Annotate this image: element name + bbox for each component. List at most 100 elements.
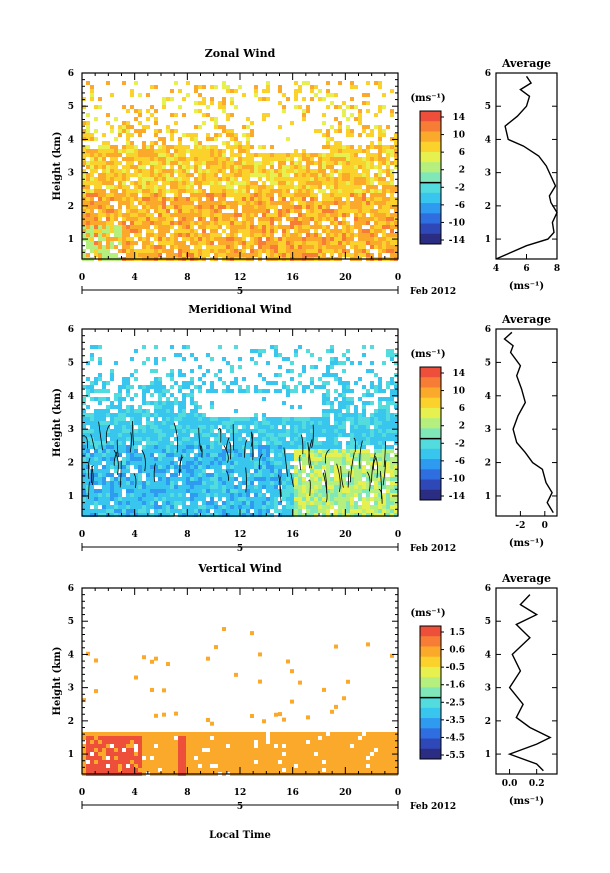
x-axis-label: Local Time: [209, 830, 271, 841]
colorbar-swatch: [420, 203, 441, 214]
date-marker: 5: [237, 544, 243, 554]
average-title: Average: [501, 313, 551, 326]
colorbar-tick-label: -3.5: [446, 716, 465, 726]
colorbar-swatch: [420, 131, 441, 143]
x-tick-label: 20: [339, 788, 352, 798]
average-profile-line: [503, 331, 554, 514]
colorbar-swatch: [420, 377, 441, 388]
average-y-tick-label: 1: [485, 235, 491, 245]
colorbar-swatch: [420, 697, 441, 709]
y-tick-label: 1: [68, 750, 74, 760]
x-tick-label: 16: [286, 788, 299, 798]
chart-title: Meridional Wind: [188, 303, 292, 316]
month-label: Feb 2012: [410, 287, 456, 297]
average-y-tick-label: 6: [485, 584, 491, 594]
average-y-tick-label: 4: [485, 135, 491, 145]
month-label: Feb 2012: [410, 802, 456, 812]
colorbar-swatch: [420, 459, 441, 470]
colorbar-swatch: [420, 407, 441, 419]
colorbar-swatch: [420, 677, 441, 688]
colorbar-swatch: [420, 418, 441, 429]
colorbar-swatch: [420, 428, 441, 440]
y-tick-label: 2: [68, 202, 74, 212]
x-tick-label: 4: [132, 530, 138, 540]
x-tick-label: 20: [339, 530, 352, 540]
colorbar-swatch: [420, 151, 441, 163]
colorbar-swatch: [420, 111, 441, 122]
colorbar-unit: (ms⁻¹): [410, 608, 445, 619]
x-tick-label: 4: [132, 788, 138, 798]
average-y-tick-label: 6: [485, 325, 491, 335]
x-tick-label: 16: [286, 530, 299, 540]
date-marker: 5: [237, 802, 243, 812]
colorbar-tick-label: -14: [449, 492, 465, 502]
colorbar-swatch: [420, 233, 441, 245]
colorbar-tick-label: -2: [455, 439, 465, 449]
colorbar-swatch: [420, 448, 441, 460]
colorbar-swatch: [420, 656, 441, 668]
x-tick-label: 16: [286, 273, 299, 283]
colorbar-tick-label: 10: [452, 131, 465, 141]
x-tick-label: 8: [184, 530, 190, 540]
y-tick-label: 5: [68, 617, 74, 627]
colorbar-swatch: [420, 636, 441, 647]
colorbar-swatch: [420, 182, 441, 194]
x-tick-label: 20: [339, 273, 352, 283]
colorbar-swatch: [420, 121, 441, 132]
colorbar-swatch: [420, 367, 441, 378]
y-tick-label: 1: [68, 492, 74, 502]
colorbar-swatch: [420, 489, 441, 501]
y-tick-label: 6: [68, 69, 74, 79]
colorbar-tick-label: -10: [449, 474, 465, 484]
average-y-tick-label: 4: [485, 650, 491, 660]
colorbar-swatch: [420, 748, 441, 760]
x-tick-label: 8: [184, 273, 190, 283]
colorbar-swatch: [420, 738, 441, 750]
average-x-tick-label: -2: [515, 521, 525, 531]
month-label: Feb 2012: [410, 544, 456, 554]
colorbar-tick-label: -10: [449, 218, 465, 228]
average-title: Average: [501, 57, 551, 70]
colorbar-tick-label: 2: [459, 166, 465, 176]
average-y-tick-label: 2: [485, 459, 491, 469]
average-profile-line: [495, 75, 558, 260]
average-y-tick-label: 2: [485, 717, 491, 727]
average-x-label: (ms⁻¹): [509, 796, 544, 807]
heatmap-cells: [82, 345, 398, 517]
average-y-tick-label: 2: [485, 202, 491, 212]
y-tick-label: 2: [68, 459, 74, 469]
average-y-tick-label: 3: [485, 425, 491, 435]
colorbar-tick-label: -6: [455, 201, 465, 211]
date-marker: 5: [237, 287, 243, 297]
y-axis-label: Height (km): [52, 388, 63, 457]
colorbar-tick-label: 1.5: [449, 628, 465, 638]
colorbar-swatch: [420, 223, 441, 235]
colorbar-frame: [419, 110, 442, 245]
colorbar-swatch: [420, 728, 441, 740]
colorbar-swatch: [420, 192, 441, 204]
average-y-tick-label: 1: [485, 492, 491, 502]
x-tick-label: 0: [79, 788, 85, 798]
average-y-tick-label: 5: [485, 358, 491, 368]
average-x-tick-label: 0.2: [529, 779, 545, 789]
y-tick-label: 1: [68, 235, 74, 245]
average-title: Average: [501, 572, 551, 585]
colorbar-swatch: [420, 666, 441, 678]
colorbar-tick-label: 6: [459, 148, 465, 158]
colorbar-tick-label: -1.6: [446, 681, 465, 691]
x-tick-label: 0: [79, 273, 85, 283]
average-x-tick-label: 8: [554, 264, 560, 274]
average-frame: [495, 328, 558, 517]
chart-title: Zonal Wind: [205, 47, 276, 60]
colorbar-swatch: [420, 397, 441, 409]
colorbar-tick-label: 0.6: [449, 646, 465, 656]
colorbar-swatch: [420, 469, 441, 481]
y-tick-label: 3: [68, 169, 74, 179]
average-y-tick-label: 5: [485, 102, 491, 112]
y-tick-label: 3: [68, 684, 74, 694]
colorbar-swatch: [420, 438, 441, 450]
colorbar-swatch: [420, 213, 441, 225]
